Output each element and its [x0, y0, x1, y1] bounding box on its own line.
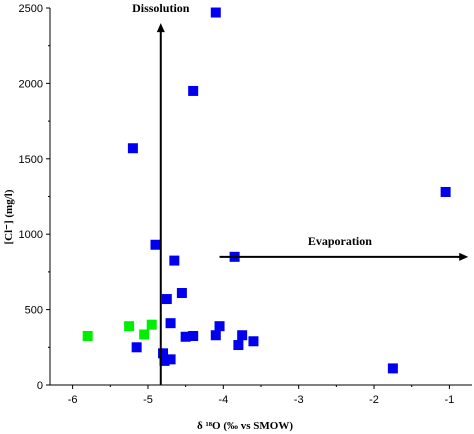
x-tick-label: -4	[218, 394, 228, 406]
data-point-blue	[210, 330, 221, 341]
dissolution-label: Dissolution	[132, 1, 190, 15]
annotations: Dissolution Evaporation	[132, 1, 469, 385]
data-point-blue	[237, 330, 248, 341]
data-point-blue	[214, 321, 225, 332]
evaporation-label: Evaporation	[308, 234, 372, 248]
data-point-blue	[248, 336, 259, 347]
data-point-blue	[159, 355, 170, 366]
x-tick-label: -5	[143, 394, 153, 406]
data-point-green	[82, 330, 93, 341]
y-tick-label: 0	[37, 380, 43, 392]
data-point-green	[146, 319, 157, 330]
y-tick-label: 1000	[19, 229, 43, 241]
data-point-blue	[131, 342, 142, 353]
data-point-blue	[440, 186, 451, 197]
dissolution-arrowhead	[156, 23, 165, 33]
x-axis-label: δ ¹⁸O (‰ vs SMOW)	[197, 420, 293, 432]
y-tick-label: 2000	[19, 78, 43, 90]
data-point-blue	[165, 318, 176, 329]
ticks: -6 -5 -4 -3 -2 -1 0 500 1000 1500 2000 2500	[19, 3, 455, 406]
data-point-blue	[188, 330, 199, 341]
x-tick-label: -6	[68, 394, 78, 406]
evaporation-arrowhead	[459, 252, 469, 261]
data-point-blue	[158, 348, 169, 359]
data-point-green	[139, 329, 150, 340]
x-tick-label: -3	[294, 394, 304, 406]
data-point-blue	[387, 363, 398, 374]
x-tick-label: -2	[369, 394, 379, 406]
data-point-green	[124, 321, 135, 332]
y-tick-label: 1500	[19, 154, 43, 166]
data-points	[82, 7, 451, 374]
x-tick-label: -1	[445, 394, 455, 406]
data-point-blue	[150, 239, 161, 250]
data-point-blue	[180, 331, 191, 342]
y-tick-label: 2500	[19, 3, 43, 15]
data-point-blue	[233, 340, 244, 351]
data-point-blue	[188, 85, 199, 96]
axes	[49, 8, 472, 386]
data-point-blue	[210, 7, 221, 18]
y-axis-label: [Cl⁻] (mg/l)	[3, 189, 15, 244]
y-tick-label: 500	[25, 305, 43, 317]
data-point-blue	[127, 143, 138, 154]
data-point-blue	[161, 294, 172, 305]
data-point-blue	[165, 354, 176, 365]
data-point-blue	[176, 288, 187, 299]
data-point-blue	[169, 255, 180, 266]
